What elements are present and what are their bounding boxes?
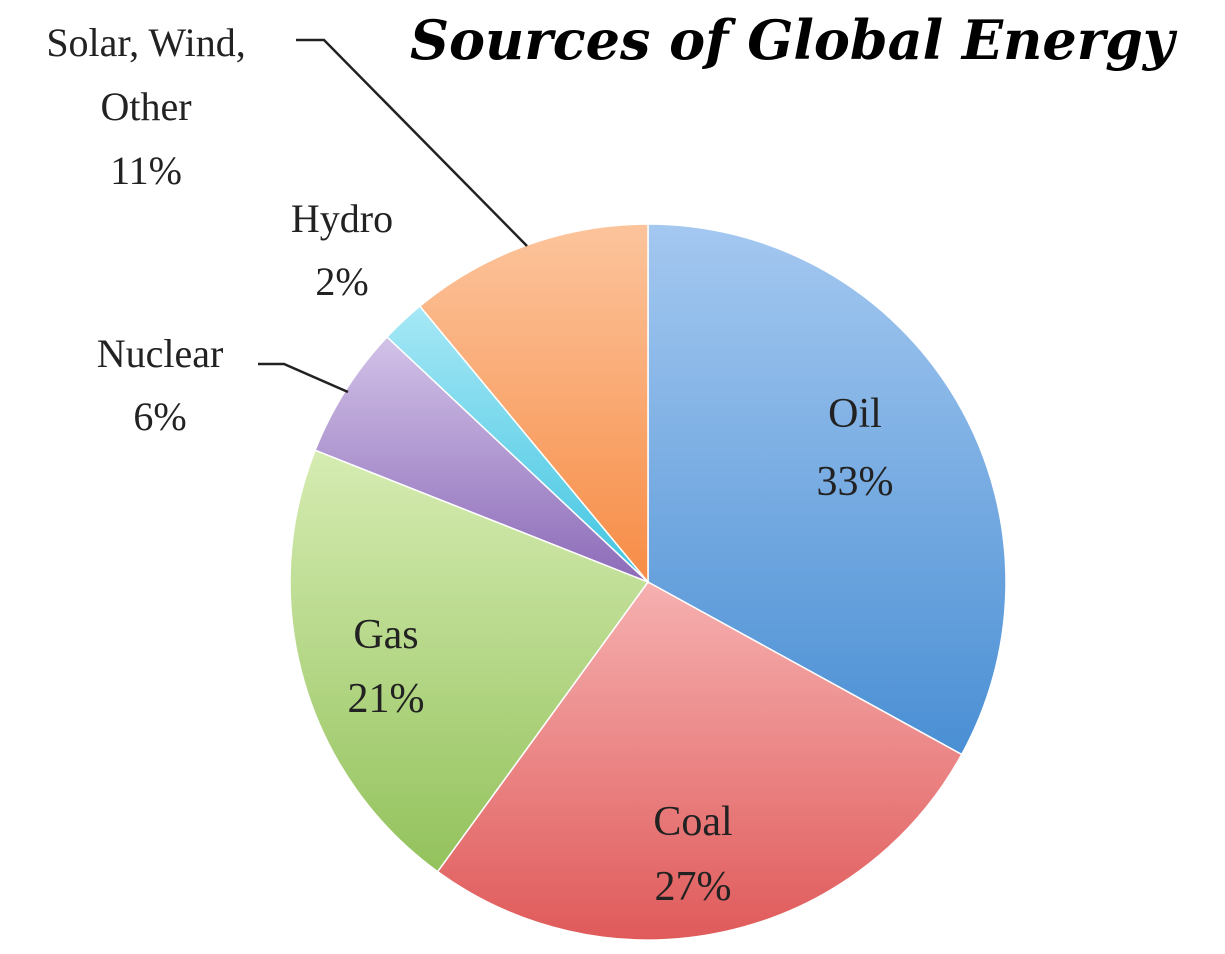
leader-line-nuclear xyxy=(258,362,349,394)
leader-line-solar-wind-other xyxy=(296,38,528,247)
slice-label-hydro: Hydro xyxy=(291,196,393,241)
slice-label-solar-wind-other-line2: Other xyxy=(100,84,191,129)
slice-label-nuclear: Nuclear xyxy=(97,331,224,376)
slice-value-hydro: 2% xyxy=(315,259,368,304)
chart-title: Sources of Global Energy xyxy=(410,8,1175,72)
slice-value-solar-wind-other: 11% xyxy=(110,148,182,193)
slice-label-gas: Gas xyxy=(353,612,418,658)
slice-value-coal: 27% xyxy=(655,864,732,910)
pie-slice-gas xyxy=(289,449,650,873)
slice-value-nuclear: 6% xyxy=(133,394,186,439)
pie-slice-coal xyxy=(436,581,963,941)
slice-value-oil: 33% xyxy=(817,459,894,505)
slice-label-coal: Coal xyxy=(653,799,732,845)
slice-label-solar-wind-other-line1: Solar, Wind, xyxy=(46,20,245,65)
slice-value-gas: 21% xyxy=(348,676,425,722)
pie-slice-oil xyxy=(647,223,1007,756)
slice-label-oil: Oil xyxy=(828,391,882,437)
